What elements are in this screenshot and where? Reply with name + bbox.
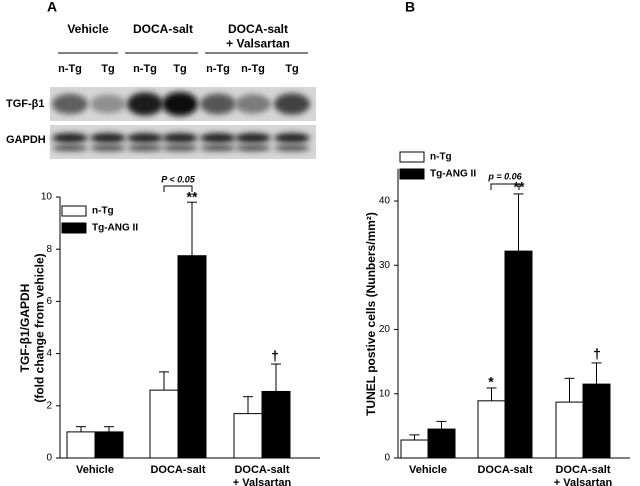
bar: [94, 431, 124, 459]
lane-label: Tg: [285, 63, 298, 75]
row-label: GAPDH: [6, 134, 46, 146]
blot-band: [274, 145, 310, 151]
blot-band: [90, 133, 126, 143]
legend-swatch: [399, 168, 425, 180]
blot-band: [127, 145, 163, 151]
blot-band: [52, 93, 88, 115]
y-tick-label: 10: [41, 192, 53, 203]
row-label: TGF-β1: [6, 98, 45, 110]
y-tick-label: 30: [379, 260, 391, 271]
blot-band: [162, 92, 198, 116]
blot-band: [200, 133, 236, 143]
y-axis-label: TGF-β1/GAPDH(fold change from vehicle): [18, 253, 46, 402]
x-tick-label: DOCA-salt + Valsartan: [554, 464, 613, 486]
x-tick-label: DOCA-salt: [150, 464, 205, 476]
lane-label: Tg: [101, 63, 114, 75]
blot-band: [235, 145, 271, 151]
blot-band: [52, 145, 88, 151]
y-tick-label: 0: [46, 453, 52, 464]
significance-bracket: [163, 185, 193, 192]
blot-group-label: Vehicle: [67, 22, 109, 36]
panel-label: A: [47, 0, 57, 15]
annotation: P < 0.05: [161, 174, 195, 184]
bar: [149, 389, 179, 459]
y-tick-label: 40: [379, 196, 391, 207]
bar: [504, 250, 533, 459]
x-tick-label: DOCA-salt + Valsartan: [233, 464, 292, 486]
legend-swatch: [399, 151, 425, 163]
y-tick-label: 8: [46, 244, 52, 255]
x-tick-label: DOCA-salt: [477, 464, 532, 476]
blot-band: [235, 133, 271, 143]
y-tick-label: 0: [384, 453, 390, 464]
legend-swatch: [61, 222, 87, 234]
blot-band: [274, 133, 310, 143]
annotation: **: [514, 179, 525, 195]
annotation: †: [271, 348, 279, 364]
blot-band: [90, 145, 126, 151]
blot-band: [90, 94, 126, 114]
lane-label: n-Tg: [133, 63, 157, 75]
blot-band: [162, 145, 198, 151]
blot-band: [200, 93, 236, 115]
y-axis-label: TUNEL postive cells (Nunbers/mm²): [364, 212, 378, 416]
bar: [400, 439, 429, 459]
bar: [66, 431, 96, 459]
lane-label: Tg: [173, 63, 186, 75]
panel-label: B: [405, 0, 415, 15]
legend-label: n-Tg: [430, 152, 452, 163]
significance-bracket: [490, 183, 520, 190]
legend-swatch: [61, 205, 87, 217]
bar: [582, 383, 611, 459]
y-tick-label: 10: [379, 388, 391, 399]
legend-label: n-Tg: [92, 206, 114, 217]
x-tick-label: Vehicle: [76, 464, 114, 476]
legend-label: Tg-ANG II: [92, 223, 138, 234]
lane-label: n-Tg: [206, 63, 230, 75]
x-tick-label: Vehicle: [409, 464, 447, 476]
blot-band: [162, 133, 198, 143]
bar: [477, 400, 506, 459]
y-tick-label: 6: [46, 296, 52, 307]
blot-band: [127, 133, 163, 143]
bar: [233, 413, 263, 459]
bar: [427, 428, 456, 459]
blot-band: [127, 92, 163, 116]
y-tick-label: 2: [46, 400, 52, 411]
bar: [555, 401, 584, 459]
bar: [261, 390, 291, 459]
blot-band: [274, 93, 310, 115]
y-tick-label: 4: [46, 348, 52, 359]
legend-label: Tg-ANG II: [430, 169, 476, 180]
lane-label: n-Tg: [241, 63, 265, 75]
annotation: **: [187, 189, 198, 205]
annotation: p = 0.06: [487, 171, 522, 181]
blot-group-label: DOCA-salt: [133, 22, 193, 36]
blot-band: [235, 94, 271, 114]
y-tick-label: 20: [379, 324, 391, 335]
bar: [177, 255, 207, 459]
blot-group-label: DOCA-salt + Valsartan: [226, 22, 290, 50]
annotation: †: [593, 346, 601, 362]
blot-band: [200, 145, 236, 151]
blot-band: [52, 133, 88, 143]
lane-label: n-Tg: [58, 63, 82, 75]
annotation: *: [488, 374, 494, 390]
